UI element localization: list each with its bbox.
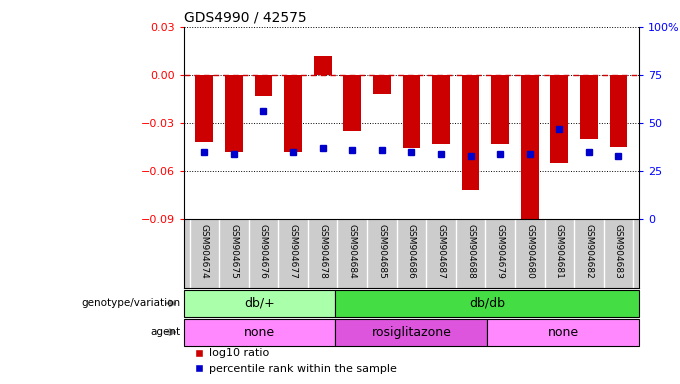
Bar xyxy=(254,75,273,96)
Bar xyxy=(580,75,598,139)
Bar xyxy=(491,75,509,144)
Text: GSM904685: GSM904685 xyxy=(377,224,386,279)
Text: GSM904676: GSM904676 xyxy=(259,224,268,279)
Text: GSM904675: GSM904675 xyxy=(229,224,239,279)
Bar xyxy=(609,75,628,147)
Text: GSM904679: GSM904679 xyxy=(496,224,505,279)
Text: none: none xyxy=(244,326,275,339)
Text: GSM904684: GSM904684 xyxy=(347,224,357,279)
Text: GDS4990 / 42575: GDS4990 / 42575 xyxy=(184,10,306,24)
Text: GSM904683: GSM904683 xyxy=(614,224,623,279)
Bar xyxy=(313,56,332,75)
Bar xyxy=(488,319,639,346)
Bar xyxy=(521,75,539,219)
Bar xyxy=(195,75,214,142)
Bar xyxy=(550,75,568,163)
Text: GSM904686: GSM904686 xyxy=(407,224,416,279)
Text: genotype/variation: genotype/variation xyxy=(81,298,180,308)
Legend: log10 ratio, percentile rank within the sample: log10 ratio, percentile rank within the … xyxy=(189,344,401,379)
Bar xyxy=(184,319,335,346)
Text: db/+: db/+ xyxy=(244,297,275,310)
Text: GSM904678: GSM904678 xyxy=(318,224,327,279)
Text: GSM904687: GSM904687 xyxy=(437,224,445,279)
Bar xyxy=(284,75,302,152)
Bar xyxy=(373,75,391,94)
Bar xyxy=(343,75,361,131)
Bar xyxy=(403,75,420,149)
Bar xyxy=(432,75,450,144)
Text: db/db: db/db xyxy=(469,297,505,310)
Text: rosiglitazone: rosiglitazone xyxy=(371,326,452,339)
Bar xyxy=(335,290,639,317)
Text: GSM904682: GSM904682 xyxy=(584,224,594,279)
Text: agent: agent xyxy=(150,327,180,337)
Text: none: none xyxy=(547,326,579,339)
Text: GSM904681: GSM904681 xyxy=(555,224,564,279)
Text: GSM904680: GSM904680 xyxy=(525,224,534,279)
Bar xyxy=(335,319,488,346)
Bar xyxy=(184,290,335,317)
Text: GSM904674: GSM904674 xyxy=(200,224,209,279)
Text: GSM904688: GSM904688 xyxy=(466,224,475,279)
Bar xyxy=(225,75,243,152)
Bar xyxy=(462,75,479,190)
Text: GSM904677: GSM904677 xyxy=(288,224,298,279)
